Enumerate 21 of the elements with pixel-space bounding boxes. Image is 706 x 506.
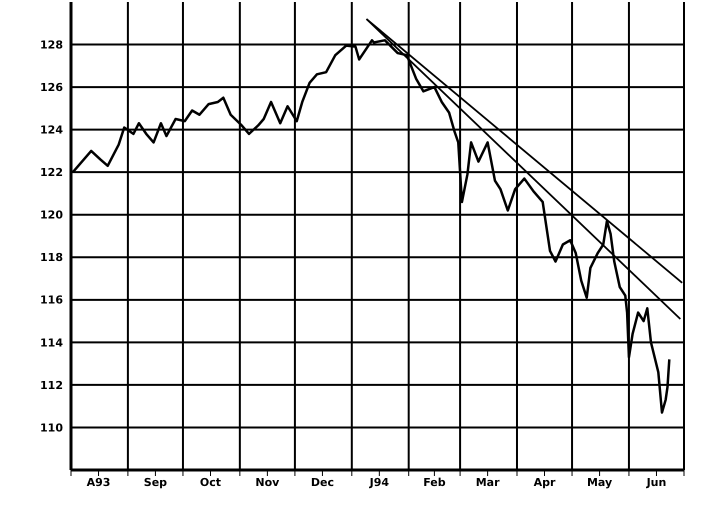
x-tick-label: A93 <box>86 476 110 489</box>
x-tick-label: J94 <box>368 476 390 489</box>
x-tick-label: Mar <box>476 476 500 489</box>
x-tick-label: Dec <box>310 476 334 489</box>
y-tick-label: 112 <box>40 378 63 392</box>
y-tick-label: 128 <box>40 38 63 52</box>
y-tick-label: 110 <box>40 421 64 434</box>
y-tick-label: 118 <box>40 251 63 264</box>
y-tick-label: 120 <box>40 208 64 222</box>
x-tick-label: Nov <box>255 476 280 489</box>
y-tick-label: 126 <box>40 80 64 94</box>
x-tick-label: May <box>586 476 612 489</box>
x-tick-label: Feb <box>423 476 446 489</box>
x-tick-label: Jun <box>646 476 666 489</box>
y-tick-label: 124 <box>40 124 64 137</box>
x-tick-label: Sep <box>144 476 168 489</box>
y-tick-label: 116 <box>40 294 64 307</box>
x-tick-label: Oct <box>200 476 222 489</box>
y-tick-label: 122 <box>40 166 63 180</box>
x-tick-label: Apr <box>534 476 556 489</box>
y-tick-label: 114 <box>40 336 64 350</box>
